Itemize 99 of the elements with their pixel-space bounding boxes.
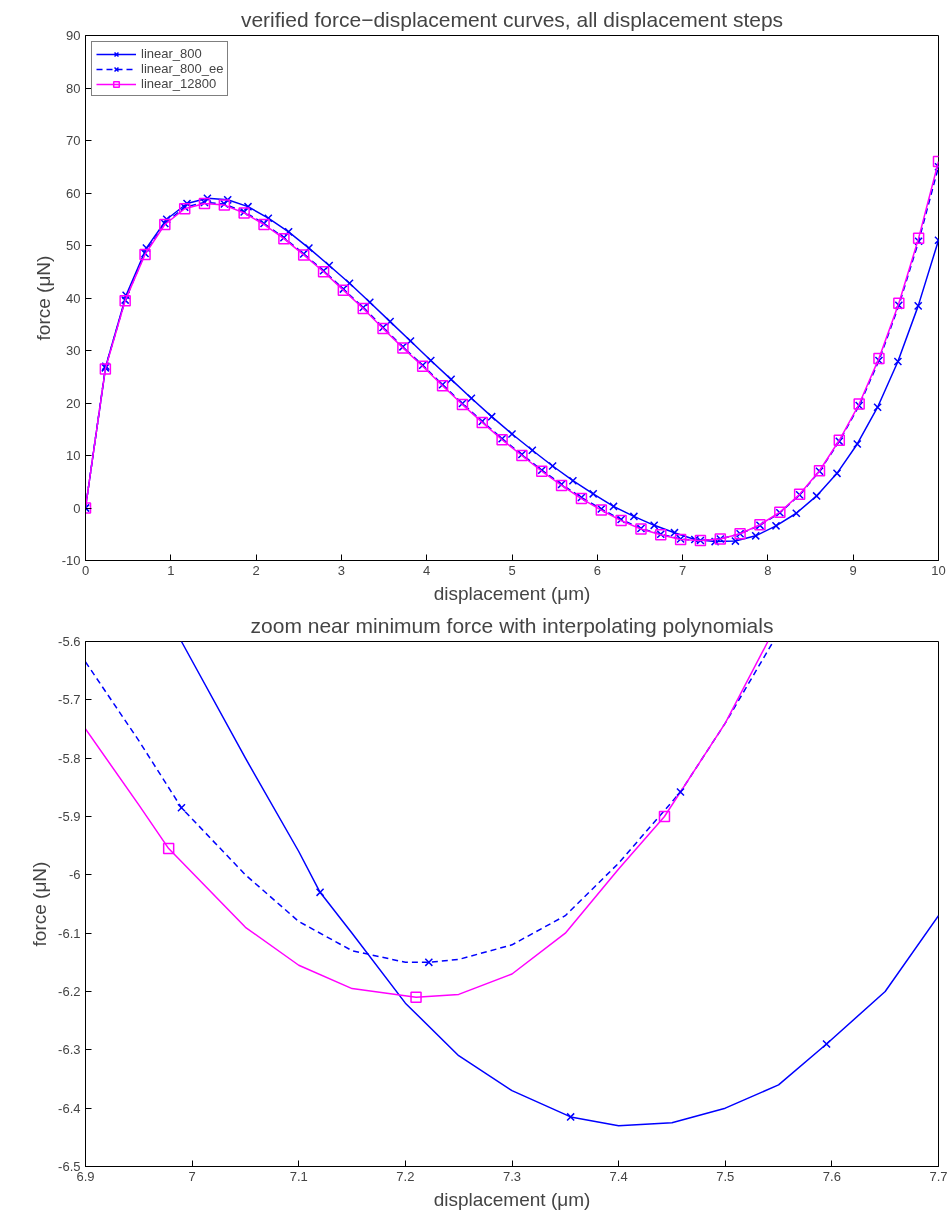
point: [822, 1039, 831, 1049]
point: [177, 803, 186, 813]
y-tick-label: -5.6: [58, 634, 81, 649]
legend-label: linear_12800: [141, 76, 217, 91]
x-tick-label: 4: [423, 562, 431, 578]
point: [284, 227, 293, 237]
point: [467, 393, 476, 403]
point: [658, 810, 671, 823]
y-tick-label: 10: [66, 448, 81, 463]
y-tick-label: 70: [66, 133, 81, 148]
point: [912, 232, 925, 244]
x-tick-label: 6: [593, 562, 601, 578]
point: [162, 842, 175, 855]
point: [315, 888, 325, 897]
y-axis-title: force (μN): [29, 861, 51, 947]
point: [424, 958, 434, 967]
point: [264, 213, 273, 223]
point: [731, 536, 740, 546]
y-tick-label: 50: [66, 238, 81, 253]
x-tick-label: 7.1: [289, 1168, 308, 1184]
point: [182, 199, 192, 208]
y-tick-label: -5.8: [58, 750, 81, 766]
x-tick-label: 9: [849, 562, 857, 578]
x-tick-label: 7: [188, 1168, 196, 1184]
chart-title: zoom near minimum force with interpolating polynomials: [250, 613, 774, 637]
point: [913, 301, 923, 311]
legend-label: linear_800_ee: [141, 61, 224, 76]
point: [832, 469, 842, 478]
point: [751, 531, 760, 541]
point: [670, 528, 679, 537]
point: [812, 491, 821, 501]
point: [507, 429, 517, 439]
point: [345, 279, 354, 288]
point: [324, 261, 334, 270]
y-tick-label: -5.7: [58, 692, 81, 708]
y-tick-label: 80: [66, 80, 81, 96]
chart-title: verified force−displacement curves, all displacement steps: [240, 7, 784, 31]
point: [853, 439, 862, 449]
y-tick-label: 90: [66, 28, 81, 43]
point: [121, 291, 131, 300]
point: [893, 297, 905, 309]
y-tick-label: -6.4: [58, 1100, 81, 1116]
point: [629, 512, 639, 521]
point: [243, 202, 253, 211]
x-tick-label: 7: [678, 562, 687, 578]
point: [873, 402, 882, 412]
x-tick-label: 7.6: [822, 1168, 841, 1184]
y-tick-label: 60: [66, 185, 81, 201]
legend-label: linear_800: [141, 46, 202, 61]
point: [406, 336, 415, 346]
point: [566, 1112, 575, 1122]
y-tick-label: -6.1: [58, 925, 81, 941]
y-tick-label: -6.2: [58, 984, 81, 999]
x-axis-title: displacement (μm): [433, 582, 591, 604]
point: [304, 243, 314, 253]
point: [792, 508, 801, 518]
point: [385, 317, 395, 326]
point: [893, 357, 903, 366]
point: [365, 297, 375, 307]
point: [771, 521, 781, 531]
point: [203, 193, 212, 203]
point: [410, 991, 422, 1004]
x-tick-label: 7.7: [929, 1168, 948, 1184]
point: [446, 375, 456, 384]
point: [676, 787, 685, 797]
y-tick-label: -10: [61, 553, 81, 568]
x-tick-label: 1: [167, 562, 175, 578]
point: [873, 352, 885, 365]
y-tick-label: -6: [68, 867, 81, 883]
point: [568, 476, 578, 485]
point: [548, 461, 557, 471]
point: [894, 301, 904, 310]
point: [649, 521, 659, 530]
point: [528, 445, 537, 455]
x-tick-label: 8: [764, 562, 772, 578]
y-tick-label: -5.9: [58, 809, 81, 824]
point: [487, 412, 496, 421]
x-axis-title: displacement (μm): [433, 1188, 591, 1210]
point: [223, 195, 232, 205]
x-tick-label: 7.4: [609, 1168, 628, 1184]
x-tick-label: 5: [508, 562, 516, 578]
point: [588, 489, 598, 499]
x-tick-label: 7.5: [716, 1168, 735, 1184]
y-tick-label: 20: [66, 395, 81, 411]
y-tick-label: 0: [73, 500, 81, 516]
point: [874, 356, 884, 365]
x-tick-label: 10: [931, 562, 946, 578]
point: [609, 502, 618, 511]
y-tick-label: -6.3: [58, 1042, 81, 1058]
x-tick-label: 3: [337, 562, 346, 578]
y-axis-title: force (μN): [32, 255, 54, 341]
y-tick-label: 40: [66, 290, 81, 306]
x-tick-label: 7.3: [502, 1168, 522, 1184]
y-tick-label: 30: [66, 343, 81, 358]
point: [426, 356, 436, 365]
x-tick-label: 2: [252, 562, 260, 578]
x-tick-label: 7.2: [396, 1168, 415, 1184]
point: [162, 214, 171, 224]
point: [914, 237, 923, 246]
